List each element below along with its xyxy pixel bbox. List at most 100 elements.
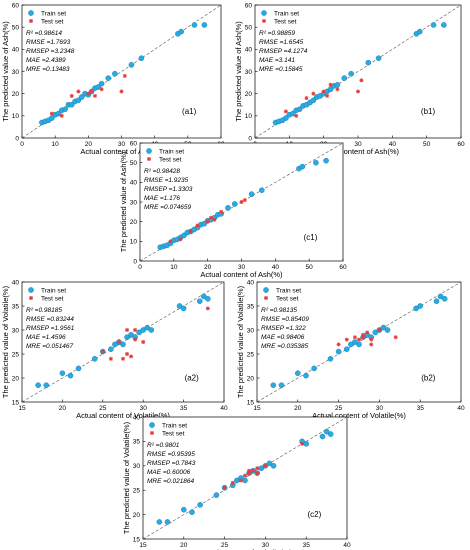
train-point <box>105 75 112 81</box>
train-point <box>341 75 348 81</box>
metric-line: RMSE =1.7693 <box>26 39 71 46</box>
metric-line: MRE =0.13483 <box>26 66 70 73</box>
x-tick-label: 40 <box>389 141 397 148</box>
test-point <box>361 332 366 337</box>
metric-line: MAE =1.4596 <box>26 334 66 341</box>
metric-line: RMSE =0.85409 <box>261 316 309 323</box>
test-point <box>361 335 366 340</box>
legend-test-label: Test set <box>159 156 182 163</box>
y-tick-label: 10 <box>245 113 253 120</box>
x-tick-label: 15 <box>253 405 261 412</box>
test-point <box>263 463 268 468</box>
test-point <box>209 215 214 220</box>
metric-line: R² =0.98428 <box>144 168 180 175</box>
legend-test-label: Test set <box>41 18 64 25</box>
x-tick-label: 60 <box>457 141 465 148</box>
test-point <box>255 466 260 471</box>
x-tick-label: 50 <box>306 264 314 271</box>
test-point <box>133 337 138 342</box>
series-test <box>222 441 305 490</box>
train-point <box>417 303 424 309</box>
legend-train-marker <box>146 148 152 154</box>
train-point <box>365 59 372 66</box>
x-axis-label: Actual content of Ash(%) <box>80 147 163 156</box>
train-point <box>299 163 306 170</box>
panel-label: (c1) <box>304 233 318 242</box>
x-tick-label: 40 <box>457 405 465 412</box>
test-point <box>352 335 357 340</box>
train-point <box>75 365 82 372</box>
series-test <box>283 78 364 118</box>
train-point <box>180 305 187 312</box>
x-tick-label: 25 <box>335 405 343 412</box>
metric-line: RMSEP =4.1274 <box>259 48 308 55</box>
train-point <box>311 365 317 372</box>
train-point <box>205 295 211 302</box>
legend-test-label: Test set <box>162 430 185 437</box>
train-point <box>225 205 231 211</box>
train-point <box>430 22 437 28</box>
metric-line: R² =0.98185 <box>26 307 62 314</box>
train-point <box>35 382 41 389</box>
y-tick-label: 35 <box>133 439 141 446</box>
test-point <box>108 356 113 361</box>
test-point <box>219 209 224 214</box>
x-tick-label: 15 <box>18 405 26 412</box>
train-point <box>372 329 379 336</box>
metric-line: MRE =0.15845 <box>259 66 303 73</box>
series-test <box>336 328 398 347</box>
panel-label: (b1) <box>421 107 436 116</box>
test-point <box>359 78 364 83</box>
test-point <box>238 478 243 483</box>
y-tick-label: 25 <box>247 351 255 358</box>
test-point <box>255 471 260 476</box>
metric-line: R² =0.9801 <box>147 442 180 449</box>
metric-line: RMSEP =1.3303 <box>144 186 193 193</box>
legend-train-label: Train set <box>274 10 299 17</box>
legend-test-marker <box>150 431 154 435</box>
chart-panel-b2: 15 20 25 30 35 40 15 20 25 30 35 40 Actual content o… <box>236 279 465 420</box>
legend-train-marker <box>261 10 267 16</box>
legend-test-marker <box>264 296 268 300</box>
x-tick-label: 30 <box>376 405 384 412</box>
metric-line: MAE =3.141 <box>259 57 295 64</box>
train-point <box>164 519 171 525</box>
y-tick-label: 20 <box>247 375 255 382</box>
test-point <box>357 337 361 342</box>
x-tick-label: 0 <box>138 264 142 271</box>
train-point <box>313 159 319 166</box>
x-tick-label: 10 <box>52 141 60 148</box>
train-point <box>303 441 310 447</box>
test-point <box>49 111 54 116</box>
test-point <box>69 93 74 98</box>
test-point <box>300 441 305 446</box>
train-point <box>196 298 203 305</box>
metric-line: RMSEP =3.2348 <box>26 48 75 55</box>
metric-line: RMSEP =0.7843 <box>147 460 196 467</box>
y-tick-label: 15 <box>133 536 141 543</box>
y-tick-label: 15 <box>12 399 20 406</box>
metric-line: MAE =2.4389 <box>26 57 66 64</box>
train-point <box>356 341 362 348</box>
x-tick-label: 30 <box>140 405 148 412</box>
x-tick-label: 25 <box>99 405 107 412</box>
train-point <box>441 22 447 28</box>
train-point <box>270 462 277 469</box>
test-point <box>335 87 340 92</box>
x-tick-label: 30 <box>354 141 362 148</box>
metric-line: MRE =0.051467 <box>26 343 74 350</box>
train-point <box>62 106 68 112</box>
test-point <box>325 93 330 98</box>
test-point <box>119 89 124 94</box>
train-point <box>413 305 419 312</box>
x-tick-label: 50 <box>423 141 431 148</box>
x-tick-label: 40 <box>220 405 228 412</box>
test-point <box>365 330 370 335</box>
x-axis-label: Actual content of Ash(%) <box>200 270 283 279</box>
test-point <box>89 89 94 94</box>
test-point <box>178 237 183 242</box>
y-tick-label: 40 <box>12 279 20 286</box>
train-point <box>323 157 329 164</box>
